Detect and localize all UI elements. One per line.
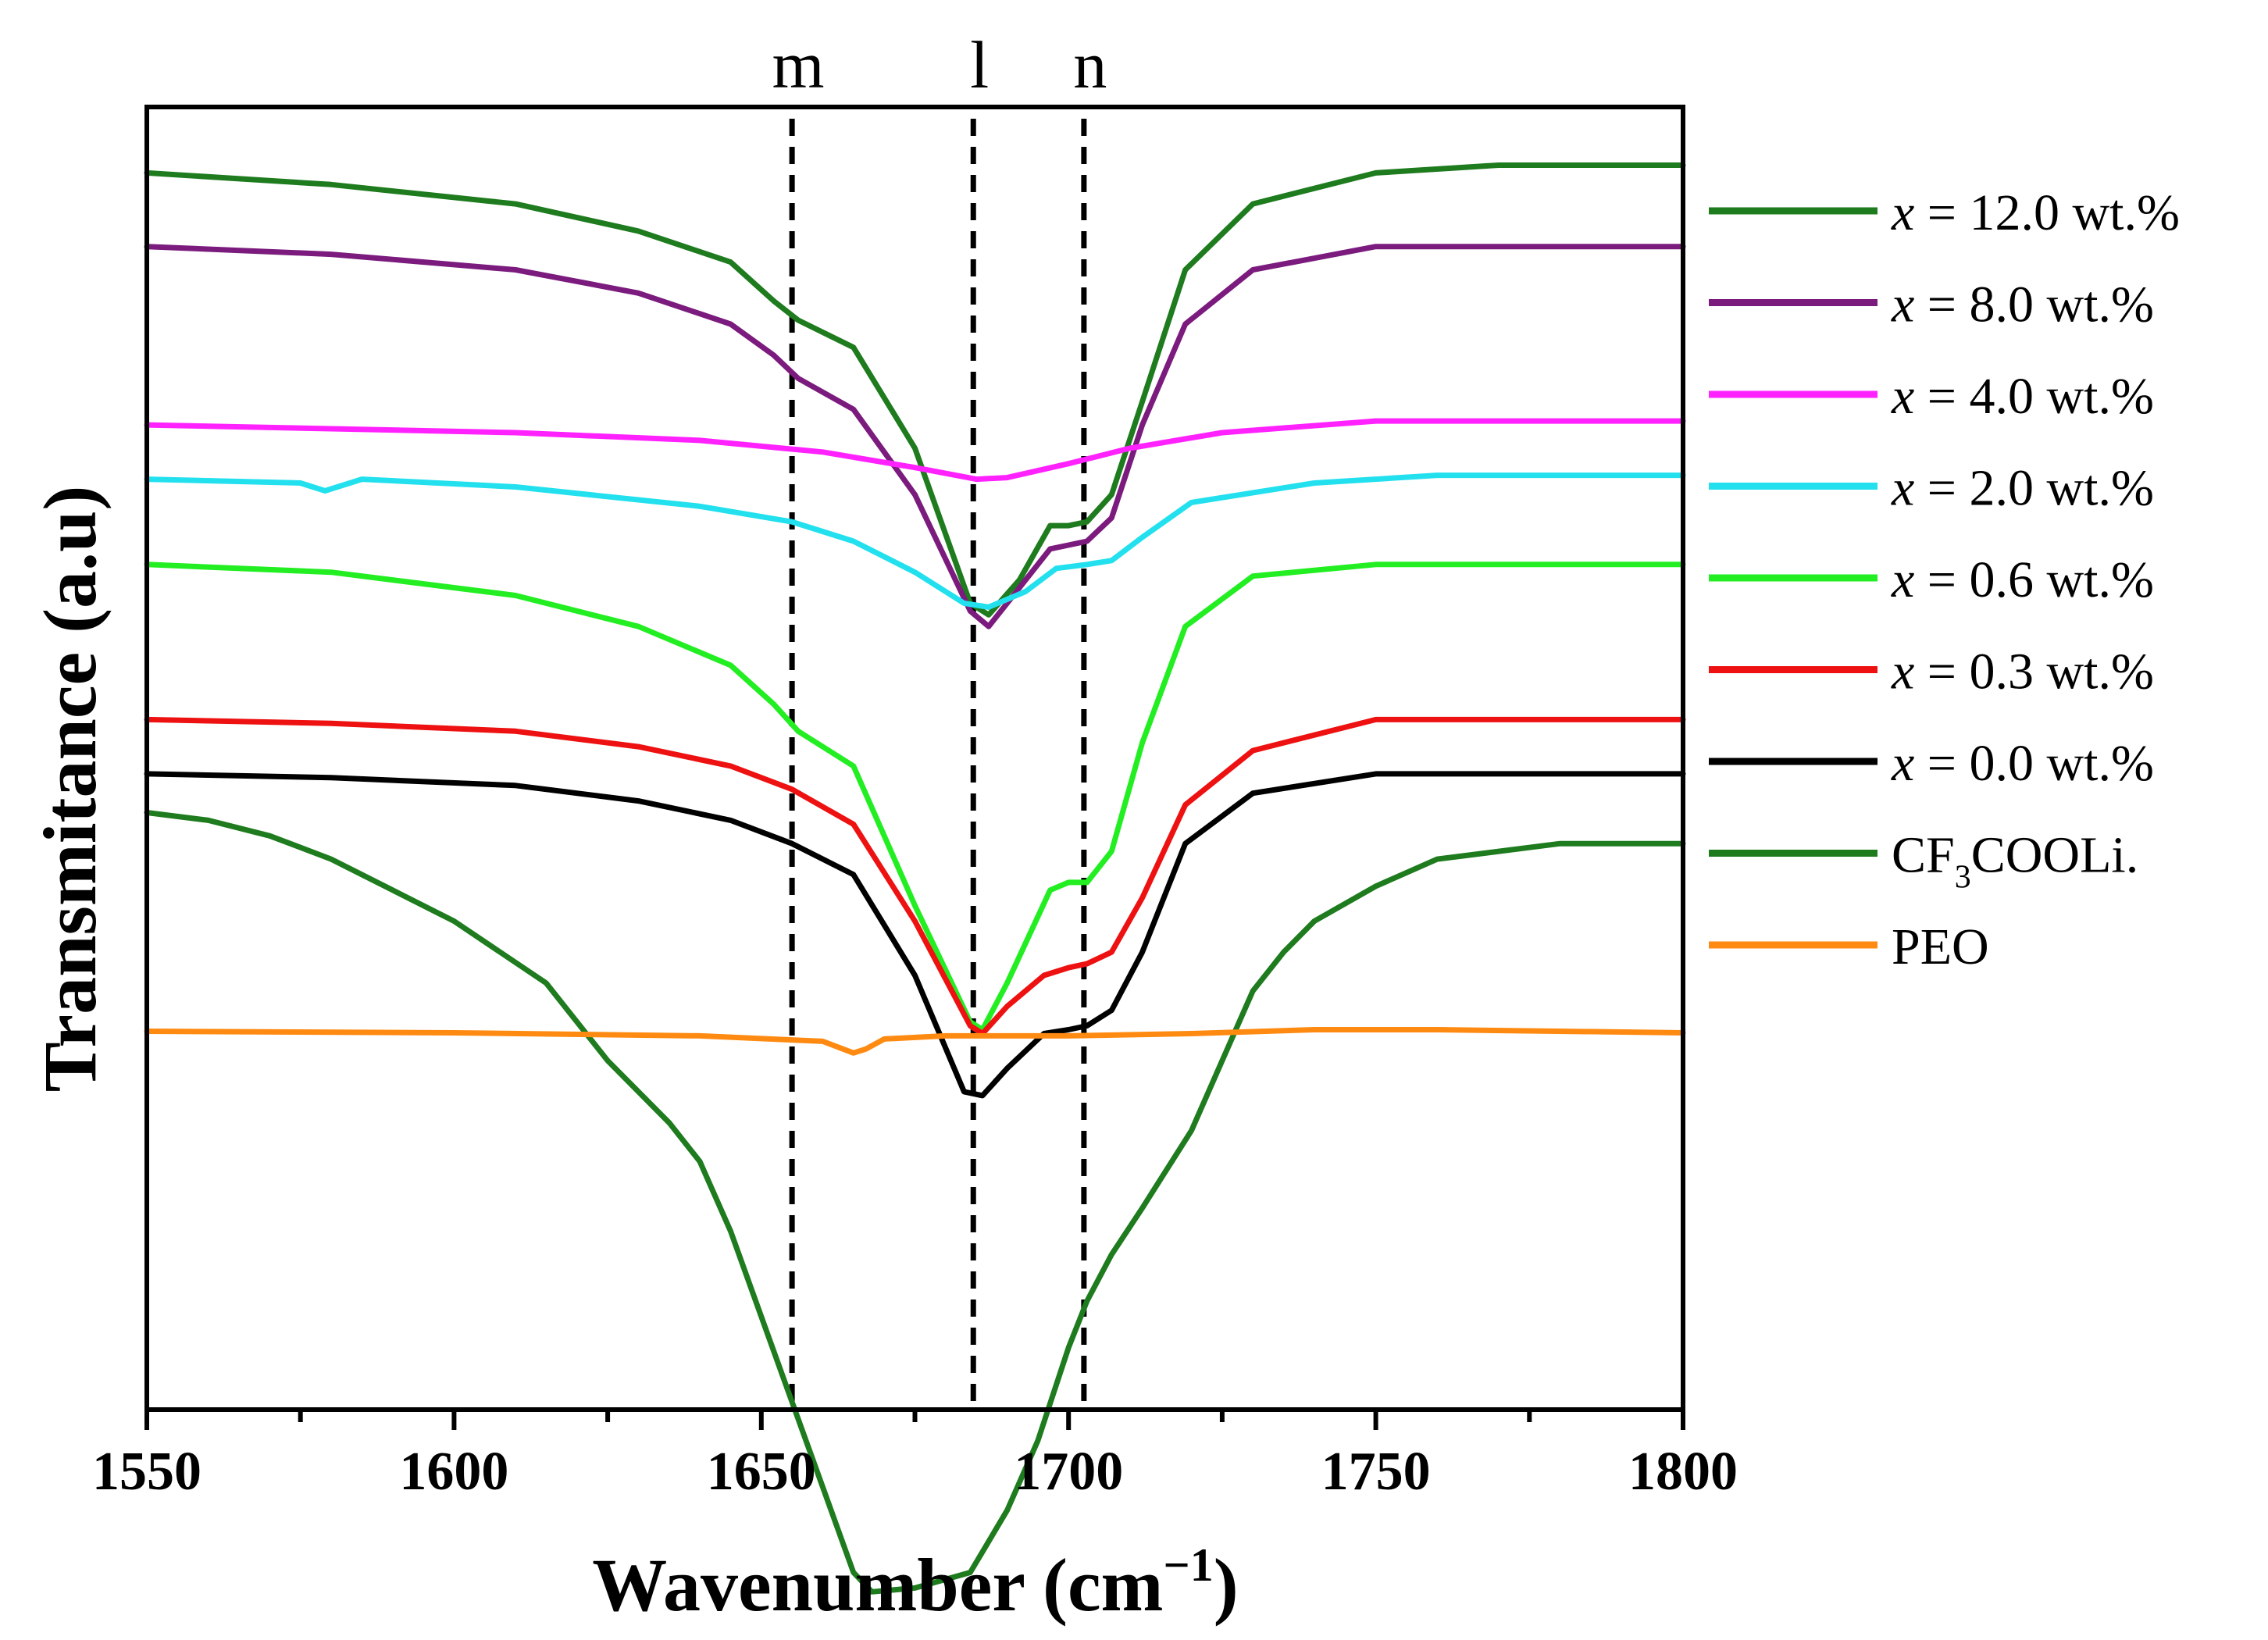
- x-tick-label-1700: 1700: [1014, 1442, 1123, 1502]
- legend-label: PEO: [1892, 918, 1989, 975]
- legend-label: x = 0.3 wt.%: [1891, 644, 2154, 701]
- x-axis-title-superscript: −1: [1164, 1539, 1214, 1591]
- x-tick-label-1800: 1800: [1628, 1442, 1738, 1502]
- series-line-x-8-0-wt: [144, 244, 1686, 629]
- series-line-cf3cooli: [144, 810, 1686, 1595]
- legend-item-x-0-6-wt: x = 0.6 wt.%: [1709, 551, 2154, 608]
- legend-label: x = 12.0 wt.%: [1891, 184, 2180, 241]
- series-line-x-4-0-wt: [144, 418, 1686, 483]
- series-line-x-0-0-wt: [144, 771, 1686, 1099]
- x-axis-title-close: ): [1214, 1543, 1239, 1627]
- x-tick-label-1550: 1550: [92, 1442, 201, 1502]
- legend-label: x = 0.6 wt.%: [1891, 551, 2154, 608]
- legend-item-x-2-0-wt: x = 2.0 wt.%: [1709, 460, 2154, 517]
- legend-item-x-8-0-wt: x = 8.0 wt.%: [1709, 276, 2154, 333]
- series-line-x-0-6-wt: [144, 562, 1686, 1032]
- x-tick-label-1650: 1650: [707, 1442, 816, 1502]
- x-axis-title-unit: (cm: [1043, 1543, 1164, 1627]
- plot-frame: [144, 105, 1685, 1412]
- legend-item-x-12-0-wt: x = 12.0 wt.%: [1709, 184, 2180, 241]
- legend-item-peo: PEO: [1709, 918, 1989, 975]
- x-ticks: 1550 1600 1650 1700 1750 1800: [92, 1410, 1738, 1502]
- legend-item-x-4-0-wt: x = 4.0 wt.%: [1709, 368, 2154, 425]
- legend-item-cf3cooli: CF3COOLi.: [1709, 827, 2138, 896]
- series-line-x-2-0-wt: [144, 472, 1686, 610]
- legend-label: x = 8.0 wt.%: [1891, 276, 2154, 333]
- series-line-x-0-3-wt: [144, 716, 1686, 1036]
- series-line-peo: [144, 1027, 1686, 1056]
- peak-label-l: l: [970, 27, 989, 102]
- reference-lines: [789, 119, 1087, 1410]
- series-line-x-12-0-wt: [144, 162, 1686, 618]
- peak-label-m: m: [772, 27, 825, 102]
- legend-item-x-0-3-wt: x = 0.3 wt.%: [1709, 644, 2154, 701]
- x-axis-title-main: Wavenumber: [592, 1543, 1025, 1627]
- x-tick-label-1600: 1600: [399, 1442, 508, 1502]
- legend-label: x = 0.0 wt.%: [1891, 735, 2154, 792]
- y-axis-title: Transmitance (a.u): [28, 486, 112, 1093]
- legend: x = 12.0 wt.% x = 8.0 wt.% x = 4.0 wt.% x =…: [1709, 184, 2180, 975]
- legend-label: x = 2.0 wt.%: [1891, 460, 2154, 517]
- x-axis-title: Wavenumber (cm−1): [592, 1539, 1238, 1627]
- peak-label-n: n: [1073, 27, 1107, 102]
- x-tick-label-1750: 1750: [1321, 1442, 1431, 1502]
- legend-label: x = 4.0 wt.%: [1891, 368, 2154, 425]
- series-lines: [144, 162, 1686, 1595]
- legend-item-x-0-0-wt: x = 0.0 wt.%: [1709, 735, 2154, 792]
- legend-label: CF3COOLi.: [1892, 827, 2138, 896]
